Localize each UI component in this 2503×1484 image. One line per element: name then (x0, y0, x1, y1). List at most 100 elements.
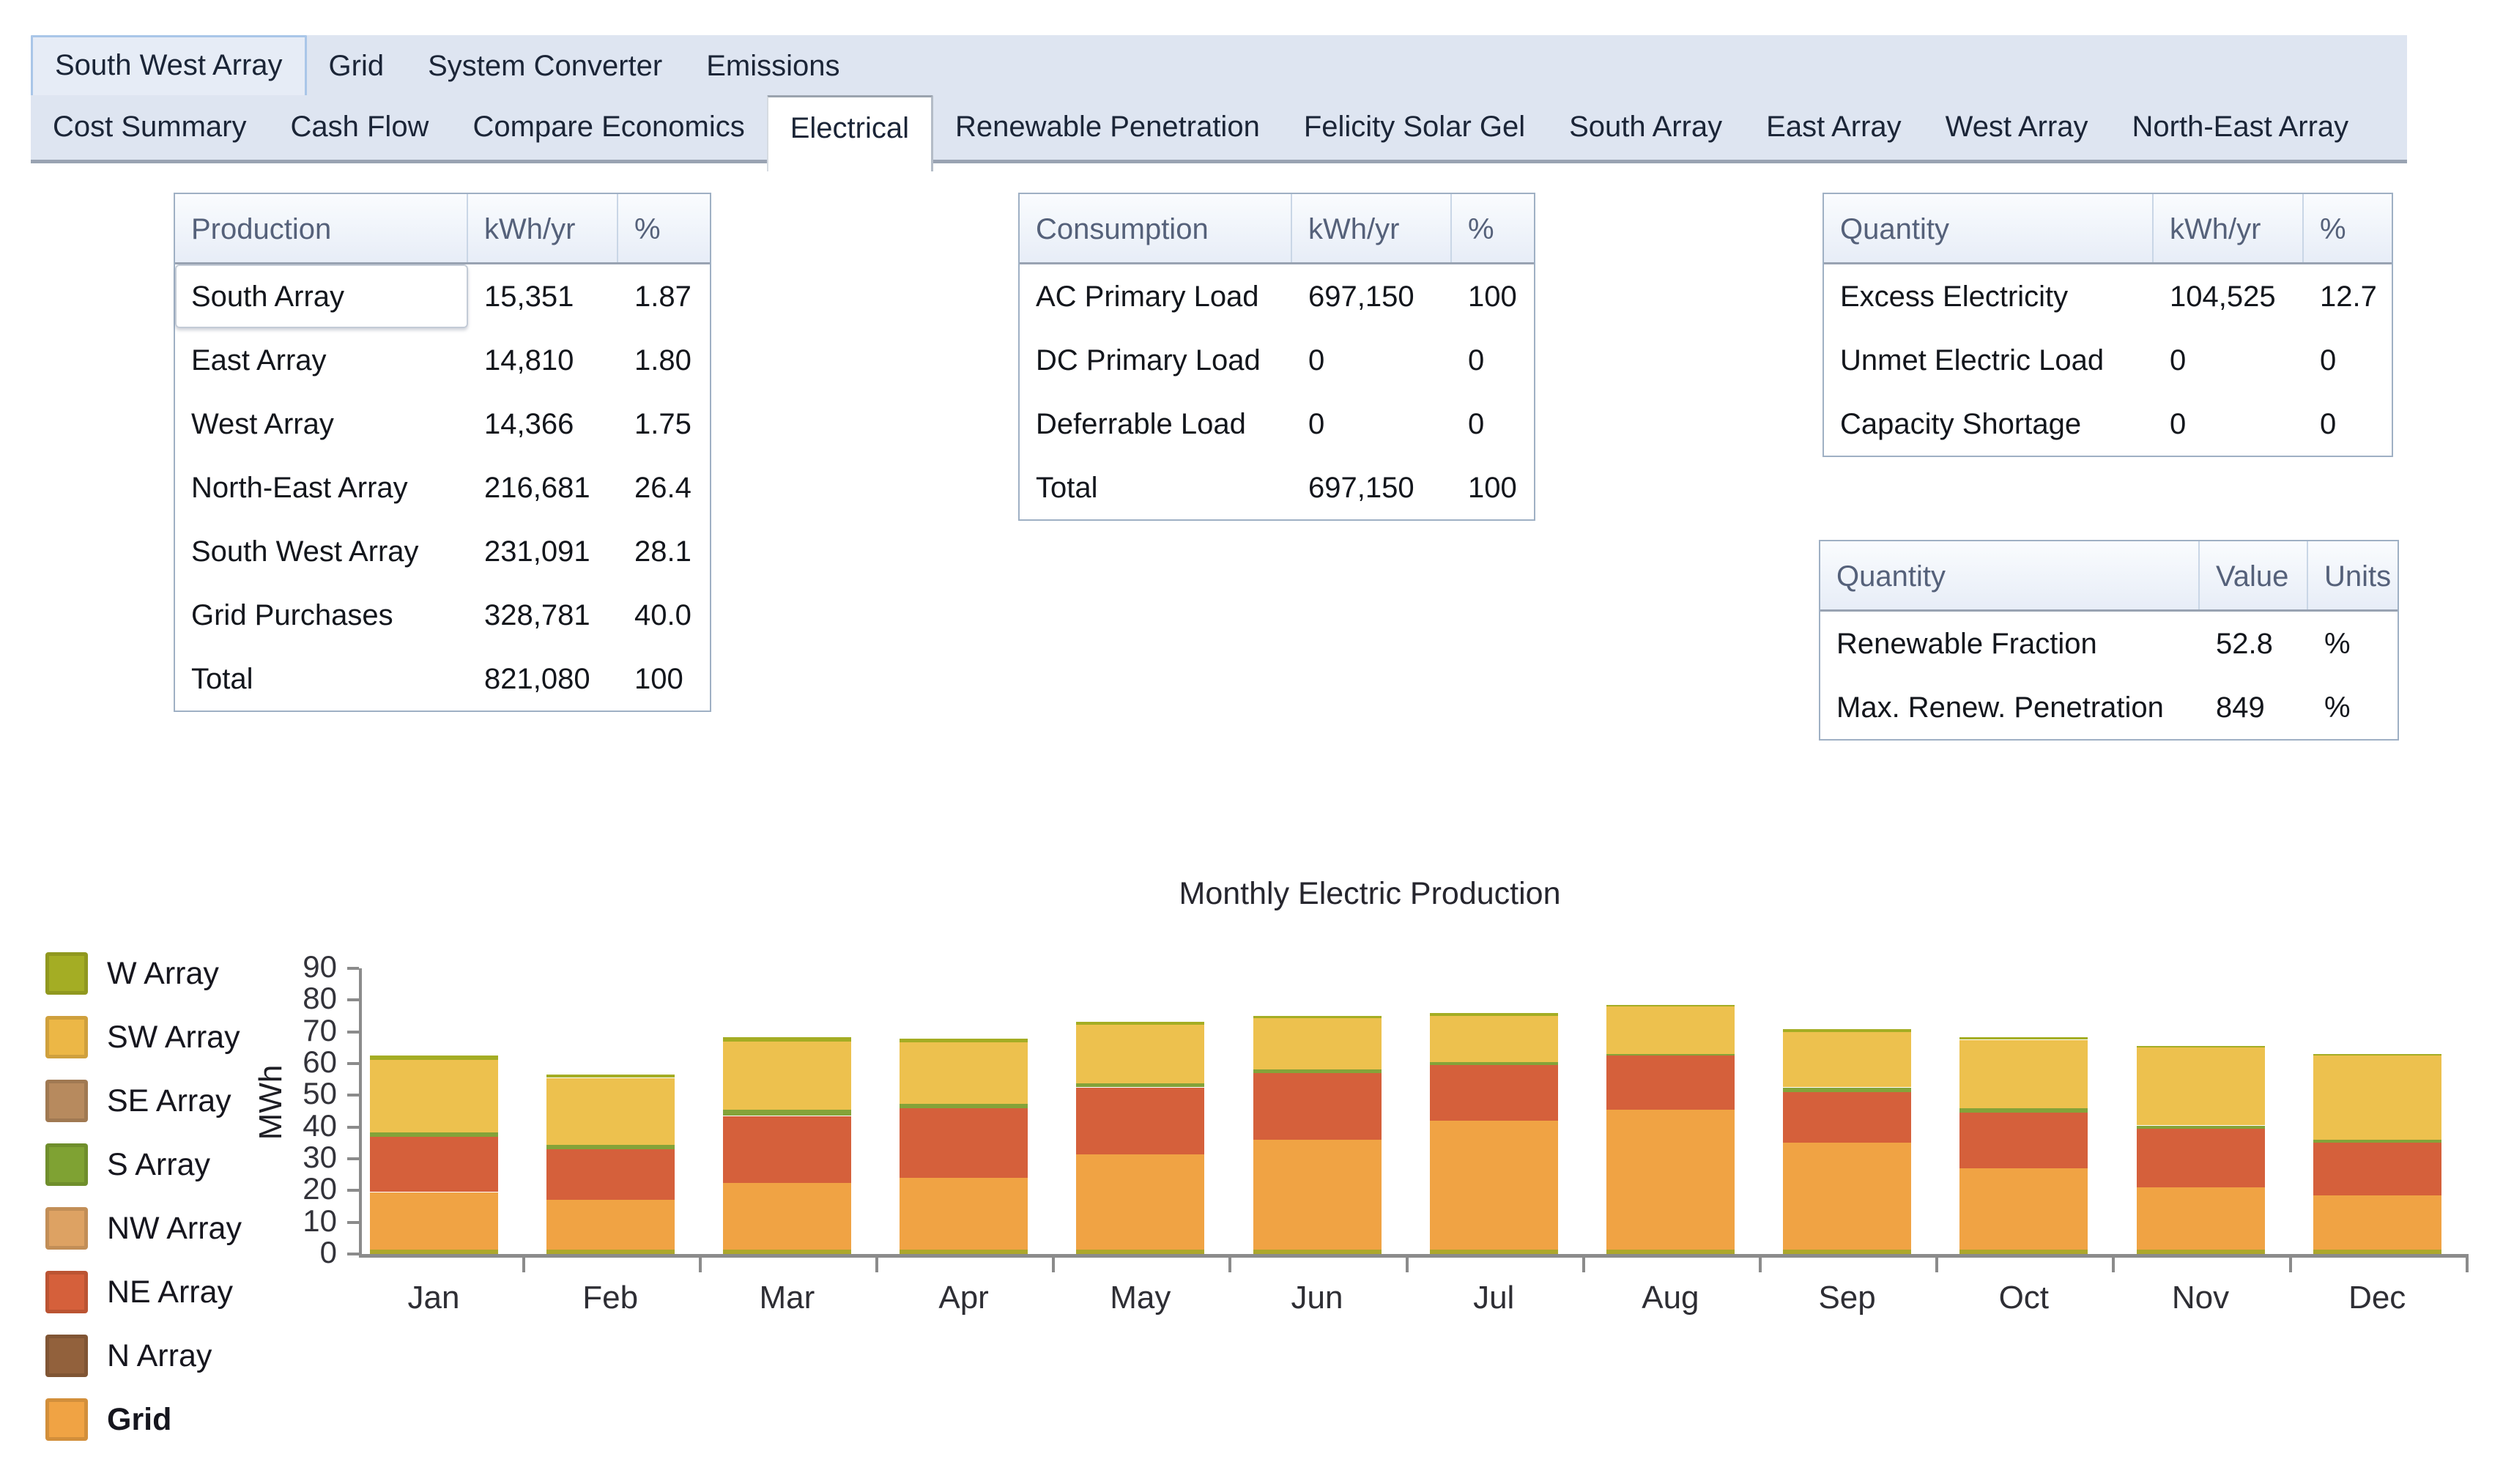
bar-segment-sw-array (1429, 1016, 1558, 1062)
tab-electrical[interactable]: Electrical (766, 95, 933, 171)
table-cell[interactable]: Deferrable Load (1036, 408, 1246, 440)
tab-cost-summary[interactable]: Cost Summary (53, 111, 247, 143)
table-cell[interactable]: 26.4 (634, 472, 691, 504)
bar-segment-sw-array (722, 1041, 851, 1110)
bar-segment-w-array (2313, 1054, 2441, 1056)
x-tick-mark (2112, 1256, 2116, 1272)
table-cell[interactable]: DC Primary Load (1036, 344, 1261, 376)
bar-base-strip (1076, 1250, 1205, 1254)
table-cell[interactable]: 104,525 (2170, 281, 2276, 313)
table-cell[interactable]: 821,080 (484, 663, 590, 695)
legend-swatch-se-array (45, 1080, 88, 1122)
tab-compare-economics[interactable]: Compare Economics (472, 111, 745, 143)
table-header-row: Quantity Value Units (1820, 541, 2398, 612)
y-tick-label: 60 (303, 1045, 337, 1079)
table-row: DC Primary Load 0 0 (1020, 328, 1534, 392)
table-cell[interactable]: 12.7 (2320, 281, 2377, 313)
bar-base-strip (1959, 1250, 2088, 1254)
table-cell[interactable]: 0 (1308, 408, 1325, 440)
legend-label: W Array (107, 955, 219, 991)
bar-segment-grid (900, 1178, 1028, 1254)
x-tick-label: Dec (2348, 1280, 2406, 1316)
tab-emissions[interactable]: Emissions (706, 50, 840, 82)
table-cell[interactable]: Max. Renew. Penetration (1836, 691, 2164, 724)
table-cell[interactable]: East Array (191, 344, 327, 376)
table-cell[interactable]: West Array (191, 408, 334, 440)
table-cell[interactable]: North-East Array (191, 472, 408, 504)
table-cell[interactable]: 15,351 (484, 281, 574, 313)
tab-system-converter[interactable]: System Converter (428, 50, 663, 82)
table-cell[interactable]: 0 (2320, 408, 2337, 440)
bar-segment-grid (1429, 1121, 1558, 1254)
table-cell[interactable]: 697,150 (1308, 472, 1414, 504)
table-cell[interactable]: 0 (2170, 408, 2187, 440)
tab-felicity-solar-gel[interactable]: Felicity Solar Gel (1303, 111, 1526, 143)
table-cell[interactable]: 1.75 (634, 408, 691, 440)
y-tick-label: 0 (319, 1235, 337, 1269)
table-cell[interactable]: 328,781 (484, 599, 590, 631)
table-cell[interactable]: 0 (1468, 344, 1485, 376)
bar-base-strip (900, 1250, 1028, 1254)
table-cell[interactable]: South West Array (191, 535, 419, 568)
table-cell[interactable]: 849 (2216, 691, 2265, 724)
bar-segment-sw-array (1959, 1039, 2088, 1108)
table-cell[interactable]: 14,810 (484, 344, 574, 376)
table-cell[interactable]: 100 (1468, 281, 1517, 313)
table-cell[interactable]: Unmet Electric Load (1840, 344, 2105, 376)
table-cell[interactable]: 0 (1468, 408, 1485, 440)
tab-south-array[interactable]: South Array (1569, 111, 1723, 143)
bar-segment-sw-array (1783, 1031, 1912, 1088)
legend-label: N Array (107, 1338, 212, 1373)
table-cell[interactable]: Grid Purchases (191, 599, 393, 631)
table-cell[interactable]: Total (1036, 472, 1098, 504)
tab-north-east-array[interactable]: North-East Array (2132, 111, 2349, 143)
consumption-table: Consumption kWh/yr% AC Primary Load 697,150… (1018, 193, 1535, 521)
table-cell[interactable]: Total (191, 663, 253, 695)
bar-segment-sw-array (1606, 1006, 1735, 1054)
table-cell[interactable]: AC Primary Load (1036, 281, 1259, 313)
bar-segment-grid (1253, 1140, 1382, 1254)
bar-base-strip (2136, 1250, 2265, 1254)
table-cell[interactable]: 231,091 (484, 535, 590, 568)
table-cell[interactable]: Capacity Shortage (1840, 408, 2082, 440)
table-cell[interactable]: South Array (175, 264, 468, 328)
legend-swatch-sw-array (45, 1016, 88, 1058)
table-cell[interactable]: 28.1 (634, 535, 691, 568)
table-cell[interactable]: % (2324, 691, 2351, 724)
table-cell[interactable]: 100 (1468, 472, 1517, 504)
y-tick-label: 30 (303, 1140, 337, 1174)
table-cell[interactable]: Renewable Fraction (1836, 628, 2097, 660)
table-cell[interactable]: 40.0 (634, 599, 691, 631)
tab-renewable-penetration[interactable]: Renewable Penetration (954, 111, 1260, 143)
table-cell[interactable]: 216,681 (484, 472, 590, 504)
table-cell[interactable]: 697,150 (1308, 281, 1414, 313)
table-cell[interactable]: 52.8 (2216, 628, 2273, 660)
bar-base-strip (546, 1250, 675, 1254)
table-cell[interactable]: 1.80 (634, 344, 691, 376)
table-row: North-East Array 216,681 26.4 (175, 456, 710, 519)
y-axis-spine (359, 968, 362, 1257)
table-cell[interactable]: Excess Electricity (1840, 281, 2069, 313)
tab-grid[interactable]: Grid (328, 50, 385, 82)
table-cell[interactable]: 0 (2320, 344, 2337, 376)
tab-south-west-array[interactable]: South West Array (31, 35, 307, 95)
bar-segment-s-array (900, 1104, 1028, 1108)
quantity-kwh-table: Quantity kWh/yr% Excess Electricity 104,525… (1822, 193, 2393, 457)
table-cell[interactable]: 0 (1308, 344, 1325, 376)
table-cell[interactable]: 0 (2170, 344, 2187, 376)
x-tick-label: Jun (1291, 1280, 1343, 1316)
tab-cash-flow[interactable]: Cash Flow (290, 111, 429, 143)
tab-east-array[interactable]: East Array (1766, 111, 1902, 143)
legend-swatch-nw-array (45, 1207, 88, 1250)
table-cell[interactable]: 1.87 (634, 281, 691, 313)
table-row: South West Array 231,091 28.1 (175, 519, 710, 583)
bar-segment-ne-array (2313, 1143, 2441, 1195)
table-cell[interactable]: 14,366 (484, 408, 574, 440)
y-tick-label: 50 (303, 1076, 337, 1111)
table-cell[interactable]: % (2324, 628, 2351, 660)
x-tick-mark (1405, 1256, 1409, 1272)
x-tick-label: Mar (759, 1280, 815, 1316)
table-header-row: Consumption kWh/yr% (1020, 194, 1534, 264)
tab-west-array[interactable]: West Array (1945, 111, 2088, 143)
table-cell[interactable]: 100 (634, 663, 683, 695)
